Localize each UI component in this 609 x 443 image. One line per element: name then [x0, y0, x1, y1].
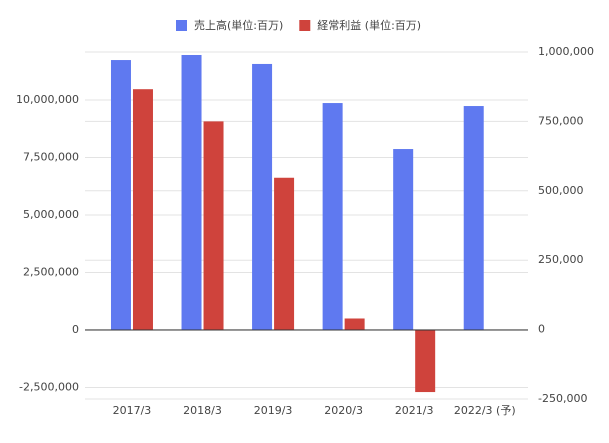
bar	[181, 54, 202, 331]
bar	[415, 329, 436, 393]
bar	[110, 60, 131, 331]
y-tick-label: 2,500,000	[23, 266, 79, 279]
legend-label: 経常利益 (単位:百万)	[317, 18, 421, 32]
bar	[322, 103, 343, 331]
y2-tick-label: -250,000	[538, 392, 587, 405]
legend-swatch	[299, 20, 311, 31]
bar	[344, 318, 365, 330]
y2-tick-label: 750,000	[538, 114, 584, 127]
x-tick-label: 2022/3 (予)	[454, 404, 516, 417]
y2-tick-label: 0	[538, 323, 545, 336]
y-tick-label: 10,000,000	[16, 93, 79, 106]
bar	[132, 89, 153, 330]
bar	[393, 149, 414, 331]
y-tick-label: 7,500,000	[23, 151, 79, 164]
y2-tick-label: 1,000,000	[538, 45, 594, 58]
x-tick-label: 2021/3	[395, 404, 434, 417]
x-tick-label: 2019/3	[254, 404, 293, 417]
x-tick-label: 2017/3	[113, 404, 152, 417]
y2-tick-label: 250,000	[538, 253, 584, 266]
bar	[274, 177, 295, 330]
bar	[463, 106, 484, 331]
legend-swatch	[176, 20, 187, 31]
legend-label: 売上高(単位:百万)	[194, 18, 283, 32]
bar	[252, 63, 273, 331]
y-tick-label: -2,500,000	[19, 381, 79, 394]
x-tick-label: 2018/3	[183, 404, 222, 417]
y-tick-label: 0	[72, 323, 79, 336]
bar	[203, 121, 224, 330]
y-tick-label: 5,000,000	[23, 208, 79, 221]
y2-tick-label: 500,000	[538, 184, 584, 197]
x-tick-label: 2020/3	[324, 404, 363, 417]
